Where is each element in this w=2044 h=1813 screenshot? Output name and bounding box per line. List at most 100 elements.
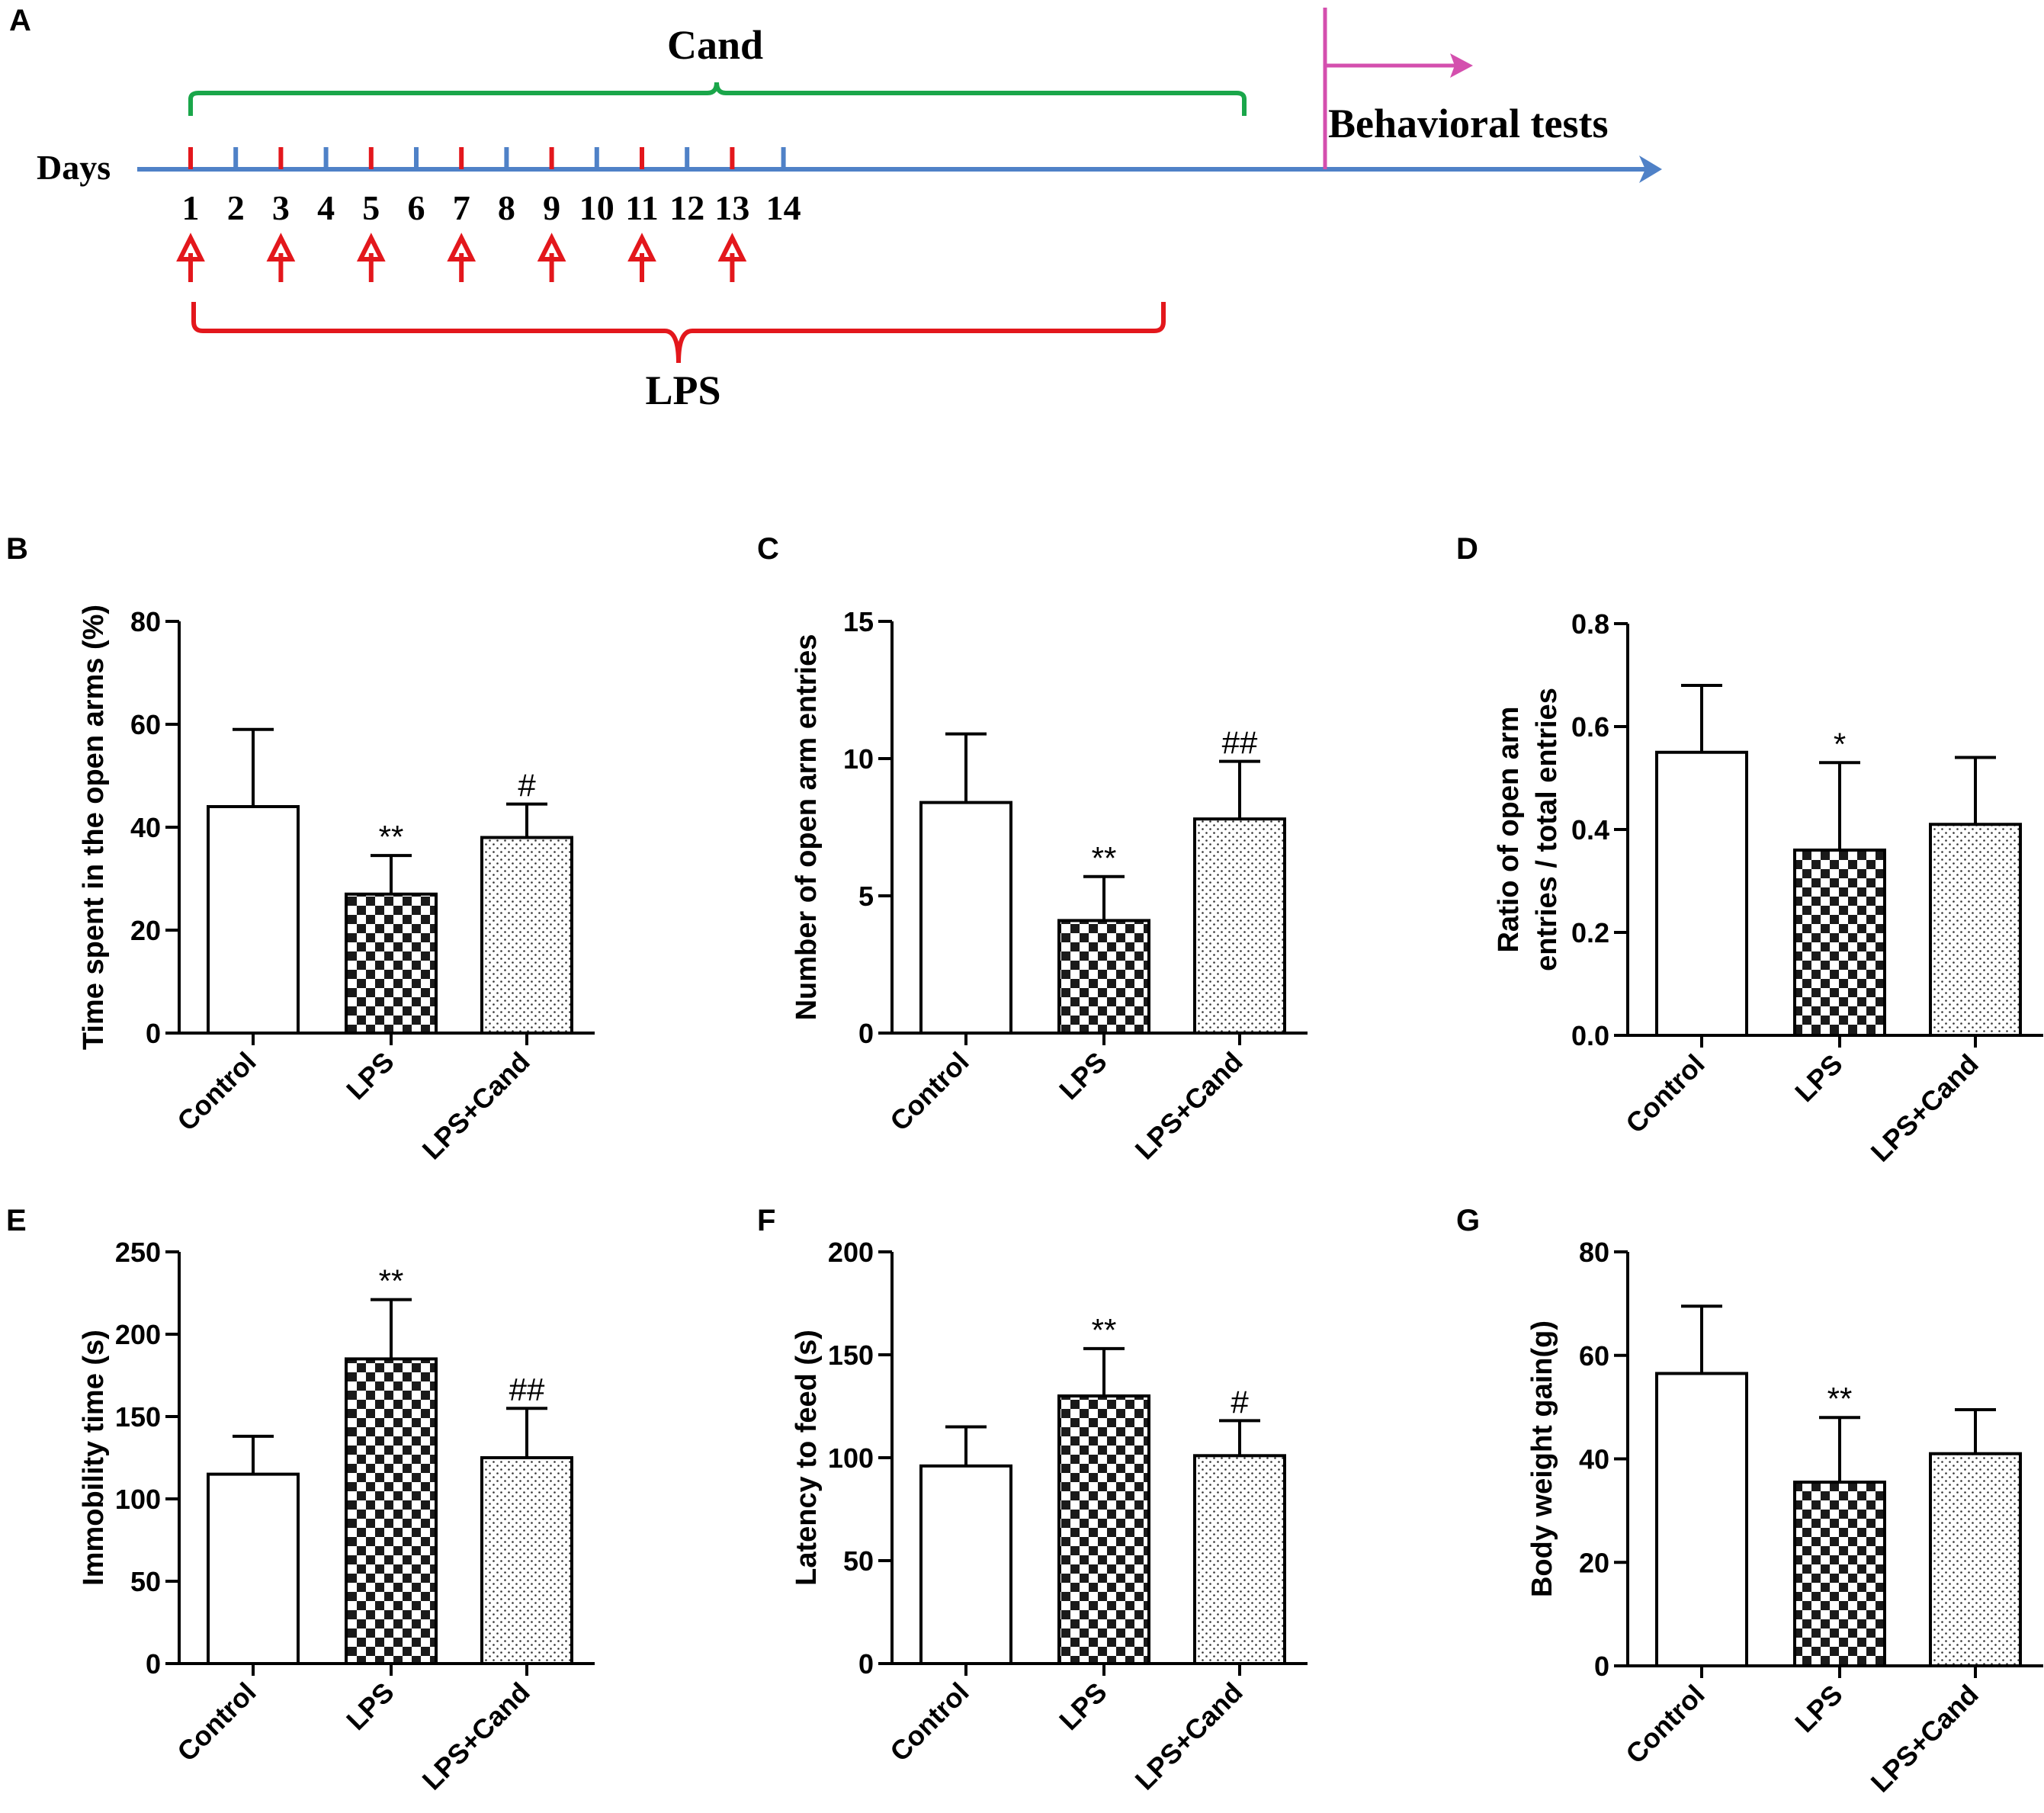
category-label: Control xyxy=(171,1046,262,1137)
day-label-8: 8 xyxy=(498,188,515,227)
day-label-3: 3 xyxy=(272,188,290,227)
bar-control xyxy=(919,801,1012,1035)
y-tick-label: 5 xyxy=(858,881,874,912)
y-tick-label: 0.4 xyxy=(1571,814,1609,846)
y-tick-label: 0.6 xyxy=(1571,711,1609,743)
y-tick-label: 0.8 xyxy=(1571,608,1609,640)
bar-lps-cand xyxy=(480,836,573,1035)
y-axis-label: entries / total entries xyxy=(1531,688,1563,971)
bar-control xyxy=(1655,1372,1748,1667)
category-label: LPS+Cand xyxy=(1129,1046,1249,1166)
bar-charts: B 0 20 40 60 80 Time spent in the open arms (%… xyxy=(6,532,2043,1799)
category-label: LPS+Cand xyxy=(1129,1677,1249,1796)
bar-control xyxy=(1655,750,1748,1037)
panel-label-b: B xyxy=(6,532,28,566)
chart-c: C 0 5 10 15 Number of open arm entries Control… xyxy=(757,532,1308,1166)
bar-control xyxy=(919,1464,1012,1666)
significance-mark: ** xyxy=(1092,1312,1117,1348)
panel-label-e: E xyxy=(6,1204,27,1237)
panel-label-d: D xyxy=(1456,532,1478,566)
y-tick-label: 60 xyxy=(1579,1340,1609,1372)
lps-label: LPS xyxy=(645,367,720,413)
lps-arrow-head-5 xyxy=(356,233,386,262)
category-label: LPS xyxy=(1053,1677,1112,1736)
y-tick-label: 40 xyxy=(1579,1444,1609,1475)
category-label: Control xyxy=(884,1677,974,1767)
y-tick-label: 10 xyxy=(843,743,874,775)
y-tick-label: 200 xyxy=(115,1319,161,1350)
significance-mark: * xyxy=(1834,726,1846,762)
y-axis-label: Ratio of open arm xyxy=(1493,706,1525,952)
y-tick-label: 20 xyxy=(130,915,161,946)
bar-lps xyxy=(345,1357,438,1666)
y-tick-label: 100 xyxy=(828,1442,874,1474)
category-label: Control xyxy=(1619,1048,1710,1139)
behavioral-arrowhead xyxy=(1450,53,1473,78)
bar-lps-cand xyxy=(1929,823,2022,1037)
chart-e: E 0 50 100 150 200 250 Immobility time (s) Contr… xyxy=(6,1204,595,1796)
bar-lps xyxy=(1793,1481,1886,1667)
bar-lps xyxy=(1057,919,1150,1035)
y-tick-label: 0 xyxy=(146,1018,161,1049)
panel-label-g: G xyxy=(1456,1204,1480,1237)
bar-lps xyxy=(345,892,438,1035)
chart-f: F 0 50 100 150 200 Latency to feed (s) Control *… xyxy=(757,1204,1308,1796)
category-label: LPS xyxy=(1789,1048,1848,1108)
category-label: Control xyxy=(171,1677,262,1767)
category-label: LPS+Cand xyxy=(1865,1048,1985,1168)
y-tick-label: 0 xyxy=(858,1018,874,1049)
significance-mark: ** xyxy=(379,1263,404,1299)
category-label: LPS+Cand xyxy=(416,1677,536,1796)
bar-lps-cand xyxy=(1929,1452,2022,1668)
days-axis-label: Days xyxy=(37,148,111,187)
category-label: LPS+Cand xyxy=(1865,1679,1985,1799)
category-label: LPS xyxy=(340,1046,399,1105)
category-label: LPS+Cand xyxy=(416,1046,536,1166)
significance-mark: ** xyxy=(379,819,404,855)
y-tick-label: 40 xyxy=(130,812,161,843)
lps-arrow-head-7 xyxy=(447,233,477,262)
y-tick-label: 15 xyxy=(843,606,874,637)
day-label-2: 2 xyxy=(227,188,245,227)
lps-bracket xyxy=(191,302,1166,364)
bar-lps-cand xyxy=(1193,817,1286,1035)
cand-bracket xyxy=(188,82,1247,116)
y-axis-label: Time spent in the open arms (%) xyxy=(78,605,110,1050)
panel-label-f: F xyxy=(757,1204,775,1237)
y-tick-label: 80 xyxy=(1579,1237,1609,1268)
lps-arrows xyxy=(176,233,747,282)
timeline-arrowhead xyxy=(1639,156,1662,183)
day-label-11: 11 xyxy=(625,188,658,227)
cand-label: Cand xyxy=(667,22,763,68)
category-label: Control xyxy=(1619,1679,1710,1770)
panel-label-a: A xyxy=(9,4,31,37)
y-tick-label: 250 xyxy=(115,1237,161,1268)
day-label-13: 13 xyxy=(714,188,749,227)
day-label-4: 4 xyxy=(317,188,335,227)
bar-lps xyxy=(1793,849,1886,1037)
bar-lps-cand xyxy=(1193,1454,1286,1666)
category-label: LPS xyxy=(1053,1046,1112,1105)
y-tick-label: 100 xyxy=(115,1484,161,1515)
bar-lps-cand xyxy=(480,1456,573,1665)
y-tick-label: 200 xyxy=(828,1237,874,1268)
category-label: LPS xyxy=(1789,1679,1848,1738)
bar-control xyxy=(207,1472,300,1665)
day-label-12: 12 xyxy=(669,188,704,227)
category-label: Control xyxy=(884,1046,974,1137)
lps-arrow-head-13 xyxy=(717,233,747,262)
y-tick-label: 0 xyxy=(1594,1651,1609,1682)
lps-arrow-head-11 xyxy=(627,233,656,262)
significance-mark: # xyxy=(518,768,536,804)
y-tick-label: 80 xyxy=(130,606,161,637)
y-tick-label: 0 xyxy=(858,1648,874,1680)
y-axis-label: Body weight gain(g) xyxy=(1526,1320,1558,1597)
chart-b: B 0 20 40 60 80 Time spent in the open arms (%… xyxy=(6,532,595,1166)
day-label-9: 9 xyxy=(543,188,560,227)
timeline-panel: A Cand Days 1 2 3 4 5 6 7 8 9 10 11 12 13 14 LPS Beha… xyxy=(9,4,1662,413)
significance-mark: ## xyxy=(1222,725,1258,761)
behavioral-tests-label: Behavioral tests xyxy=(1328,101,1608,146)
chart-d: D 0.0 0.2 0.4 0.6 0.8 Ratio of open arm entries… xyxy=(1456,532,2043,1168)
lps-arrow-head-3 xyxy=(266,233,296,262)
